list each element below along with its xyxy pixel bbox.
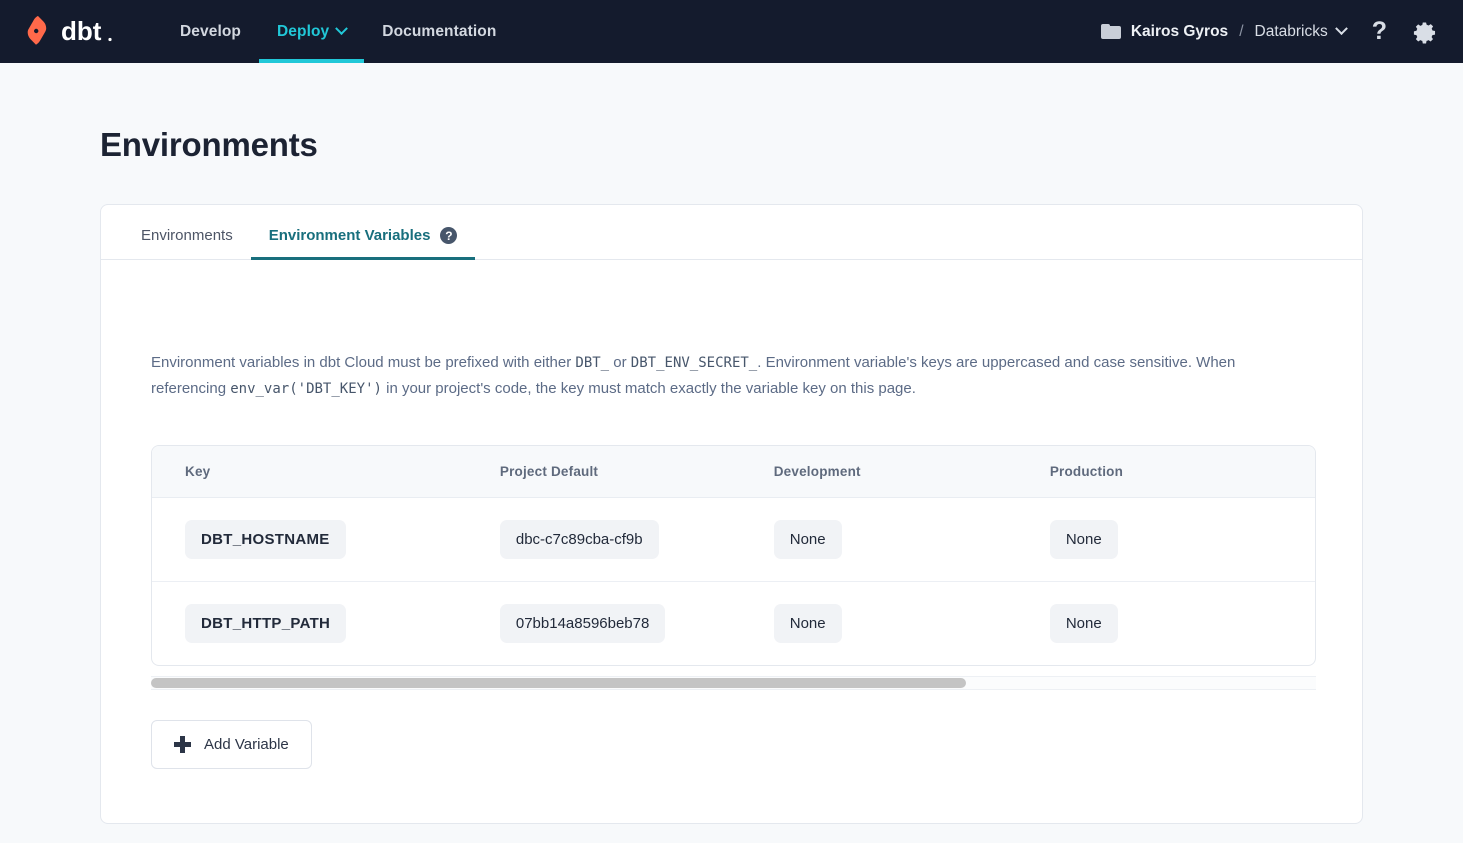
project-default-value-chip[interactable]: dbc-c7c89cba-cf9b [499, 520, 659, 559]
help-circle-icon[interactable]: ? [440, 227, 458, 244]
breadcrumb-separator: / [1239, 22, 1244, 40]
project-name[interactable]: Databricks [1254, 22, 1328, 40]
production-value-chip[interactable]: None [1049, 604, 1118, 643]
dbt-logo-icon: dbt [27, 15, 112, 46]
scrollbar-thumb[interactable] [151, 678, 966, 688]
project-default-value-chip[interactable]: 07bb14a8596beb78 [499, 604, 666, 643]
production-value-chip[interactable]: None [1049, 520, 1118, 559]
environment-variables-table: Key Project Default Development Producti… [152, 446, 1315, 666]
tab-environment-variables[interactable]: Environment Variables ? [250, 227, 476, 260]
question-mark-icon: ? [1371, 17, 1387, 45]
help-button[interactable]: ? [1372, 19, 1387, 44]
top-navigation-bar: dbt Develop Deploy Documentation Kairos … [0, 0, 1463, 63]
table-head: Key Project Default Development Producti… [152, 446, 1315, 498]
plus-icon [174, 736, 191, 753]
gear-icon [1413, 21, 1436, 43]
cell-project-default: 07bb14a8596beb78 [499, 582, 774, 666]
add-variable-label: Add Variable [204, 736, 289, 753]
settings-button[interactable] [1413, 20, 1437, 44]
primary-nav-links: Develop Deploy Documentation [162, 0, 514, 63]
tab-environment-variables-label: Environment Variables [268, 227, 431, 244]
description-part-3: . Environment variable's keys are upperc… [151, 354, 1236, 397]
cell-production: None [1049, 497, 1315, 582]
project-chevron-down-icon[interactable] [1334, 22, 1348, 36]
table-body: DBT_HOSTNAME dbc-c7c89cba-cf9b None None [152, 497, 1315, 666]
column-header-development[interactable]: Development [773, 446, 1050, 498]
description-part-4: in your project's code, the key must mat… [381, 380, 916, 397]
description-code-env-var: env_var('DBT_KEY') [230, 381, 382, 397]
nav-link-deploy[interactable]: Deploy [259, 0, 365, 63]
nav-link-develop-label: Develop [180, 22, 241, 40]
development-value-chip[interactable]: None [773, 604, 842, 643]
nav-right-cluster: Kairos Gyros / Databricks ? [1100, 19, 1463, 44]
table-header-row: Key Project Default Development Producti… [152, 446, 1315, 498]
svg-text:dbt: dbt [61, 16, 102, 46]
cell-development: None [773, 582, 1050, 666]
column-header-production[interactable]: Production [1049, 446, 1315, 498]
tab-environments-label: Environments [141, 227, 233, 244]
account-name[interactable]: Kairos Gyros [1130, 22, 1229, 40]
description-text: Environment variables in dbt Cloud must … [151, 350, 1312, 402]
tab-environments[interactable]: Environments [123, 227, 251, 259]
chevron-down-icon [335, 22, 349, 36]
variable-key-chip[interactable]: DBT_HOSTNAME [185, 520, 346, 559]
environment-variables-card: Environments Environment Variables ? Env… [100, 204, 1363, 824]
folder-icon [1100, 24, 1121, 39]
column-header-project-default[interactable]: Project Default [499, 446, 774, 498]
nav-link-deploy-label: Deploy [277, 22, 330, 40]
add-variable-button[interactable]: Add Variable [151, 720, 312, 769]
description-code-dbt-prefix: DBT_ [575, 355, 610, 371]
cell-key: DBT_HTTP_PATH [152, 582, 500, 666]
nav-link-documentation-label: Documentation [382, 22, 497, 40]
table-row: DBT_HTTP_PATH 07bb14a8596beb78 None None [152, 582, 1315, 666]
environment-variables-table-container: Key Project Default Development Producti… [151, 445, 1316, 666]
column-header-key[interactable]: Key [152, 446, 500, 498]
description-code-dbt-env-secret-prefix: DBT_ENV_SECRET_ [630, 355, 758, 371]
nav-link-develop[interactable]: Develop [162, 0, 259, 63]
page-body: Environments Environments Environment Va… [0, 63, 1463, 824]
cell-project-default: dbc-c7c89cba-cf9b [499, 497, 774, 582]
nav-link-documentation[interactable]: Documentation [364, 0, 514, 63]
page-title: Environments [100, 126, 318, 163]
description-part-1: Environment variables in dbt Cloud must … [151, 354, 576, 371]
card-tabs: Environments Environment Variables ? [101, 205, 1362, 260]
description-part-2: or [609, 354, 631, 371]
development-value-chip[interactable]: None [773, 520, 842, 559]
cell-development: None [773, 497, 1050, 582]
dbt-logo[interactable]: dbt [26, 15, 126, 48]
cell-key: DBT_HOSTNAME [152, 497, 500, 582]
table-row: DBT_HOSTNAME dbc-c7c89cba-cf9b None None [152, 497, 1315, 582]
cell-production: None [1049, 582, 1315, 666]
variable-key-chip[interactable]: DBT_HTTP_PATH [185, 604, 347, 643]
table-horizontal-scrollbar[interactable] [151, 676, 1316, 690]
